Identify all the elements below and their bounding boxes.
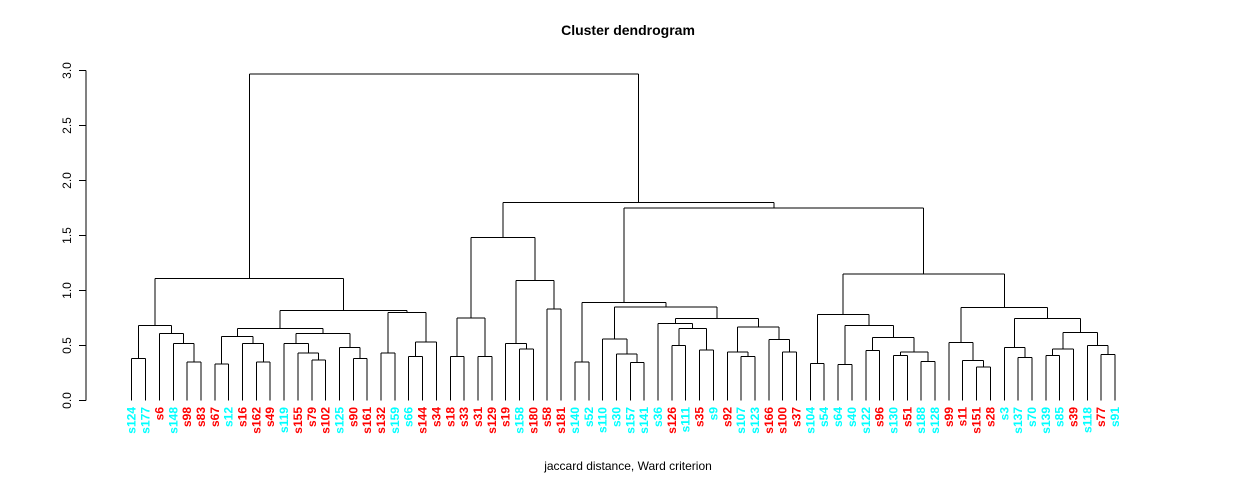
leaf-label: s51 bbox=[900, 407, 914, 427]
leaf-label: s66 bbox=[402, 407, 416, 427]
leaf-label: s67 bbox=[208, 407, 222, 427]
leaf-label: s177 bbox=[139, 407, 153, 434]
leaf-label: s151 bbox=[970, 407, 984, 434]
leaf-label: s129 bbox=[485, 407, 499, 434]
leaf-label: s34 bbox=[429, 407, 443, 427]
leaf-label: s77 bbox=[1094, 407, 1108, 427]
leaf-label: s132 bbox=[374, 407, 388, 434]
leaf-label: s36 bbox=[651, 407, 665, 427]
y-tick-label: 0.5 bbox=[60, 337, 74, 354]
leaf-label: s39 bbox=[1067, 407, 1081, 427]
leaf-label: s166 bbox=[762, 407, 776, 434]
leaf-label: s123 bbox=[748, 407, 762, 434]
leaf-label: s126 bbox=[665, 407, 679, 434]
leaf-label: s3 bbox=[997, 407, 1011, 421]
leaf-label: s16 bbox=[236, 407, 250, 427]
leaf-label: s6 bbox=[152, 407, 166, 421]
leaf-label: s12 bbox=[222, 407, 236, 427]
leaf-label: s110 bbox=[596, 407, 610, 433]
leaf-label: s104 bbox=[803, 407, 817, 434]
leaf-label: s124 bbox=[125, 407, 139, 434]
leaf-label: s54 bbox=[817, 407, 831, 427]
leaf-label: s91 bbox=[1108, 407, 1122, 427]
leaf-label: s148 bbox=[166, 407, 180, 434]
leaf-label: s158 bbox=[513, 407, 527, 434]
leaf-label: s157 bbox=[623, 407, 637, 434]
leaf-label: s52 bbox=[582, 407, 596, 427]
leaf-label: s70 bbox=[1025, 407, 1039, 427]
leaf-label: s99 bbox=[942, 407, 956, 427]
leaf-label: s49 bbox=[263, 407, 277, 427]
leaf-label: s140 bbox=[568, 407, 582, 434]
leaf-label: s144 bbox=[416, 407, 430, 434]
leaf-label: s161 bbox=[360, 407, 374, 434]
leaf-label: s35 bbox=[693, 407, 707, 427]
leaf-label: s130 bbox=[886, 407, 900, 434]
leaf-label: s159 bbox=[388, 407, 402, 434]
leaf-label: s119 bbox=[277, 407, 291, 433]
leaf-label: s122 bbox=[859, 407, 873, 434]
leaf-label: s181 bbox=[554, 407, 568, 434]
leaf-label: s85 bbox=[1053, 407, 1067, 427]
leaf-label: s90 bbox=[346, 407, 360, 427]
leaf-label: s107 bbox=[734, 407, 748, 434]
leaf-label: s18 bbox=[443, 407, 457, 427]
leaf-label: s11 bbox=[956, 407, 970, 427]
y-tick-label: 2.0 bbox=[60, 172, 74, 189]
leaf-label: s30 bbox=[609, 407, 623, 427]
x-axis-label: jaccard distance, Ward criterion bbox=[544, 459, 712, 473]
leaf-label: s118 bbox=[1080, 407, 1094, 433]
leaf-label: s58 bbox=[540, 407, 554, 427]
leaf-label: s83 bbox=[194, 407, 208, 427]
leaf-label: s137 bbox=[1011, 407, 1025, 434]
leaf-label: s9 bbox=[706, 407, 720, 421]
leaf-label: s128 bbox=[928, 407, 942, 434]
leaf-label: s31 bbox=[471, 407, 485, 427]
leaf-label: s188 bbox=[914, 407, 928, 434]
leaf-label: s33 bbox=[457, 407, 471, 427]
leaf-label: s28 bbox=[983, 407, 997, 427]
leaf-label: s141 bbox=[637, 407, 651, 434]
leaf-label: s92 bbox=[720, 407, 734, 427]
y-tick-label: 1.0 bbox=[60, 282, 74, 299]
leaf-label: s180 bbox=[526, 407, 540, 434]
y-tick-label: 3.0 bbox=[60, 62, 74, 79]
leaf-label: s102 bbox=[319, 407, 333, 434]
leaf-label: s162 bbox=[249, 407, 263, 434]
y-tick-label: 2.5 bbox=[60, 117, 74, 134]
leaf-label: s139 bbox=[1039, 407, 1053, 434]
leaf-label: s155 bbox=[291, 407, 305, 434]
leaf-label: s79 bbox=[305, 407, 319, 427]
leaf-label: s111 bbox=[679, 407, 693, 433]
leaf-label: s40 bbox=[845, 407, 859, 427]
leaf-label: s19 bbox=[499, 407, 513, 427]
leaf-label: s100 bbox=[776, 407, 790, 434]
leaf-label: s64 bbox=[831, 407, 845, 427]
y-tick-label: 1.5 bbox=[60, 227, 74, 244]
plot-title: Cluster dendrogram bbox=[561, 22, 695, 38]
y-tick-label: 0.0 bbox=[60, 392, 74, 409]
leaf-label: s96 bbox=[873, 407, 887, 427]
leaf-label: s37 bbox=[790, 407, 804, 427]
leaf-label: s98 bbox=[180, 407, 194, 427]
leaf-label: s125 bbox=[332, 407, 346, 434]
